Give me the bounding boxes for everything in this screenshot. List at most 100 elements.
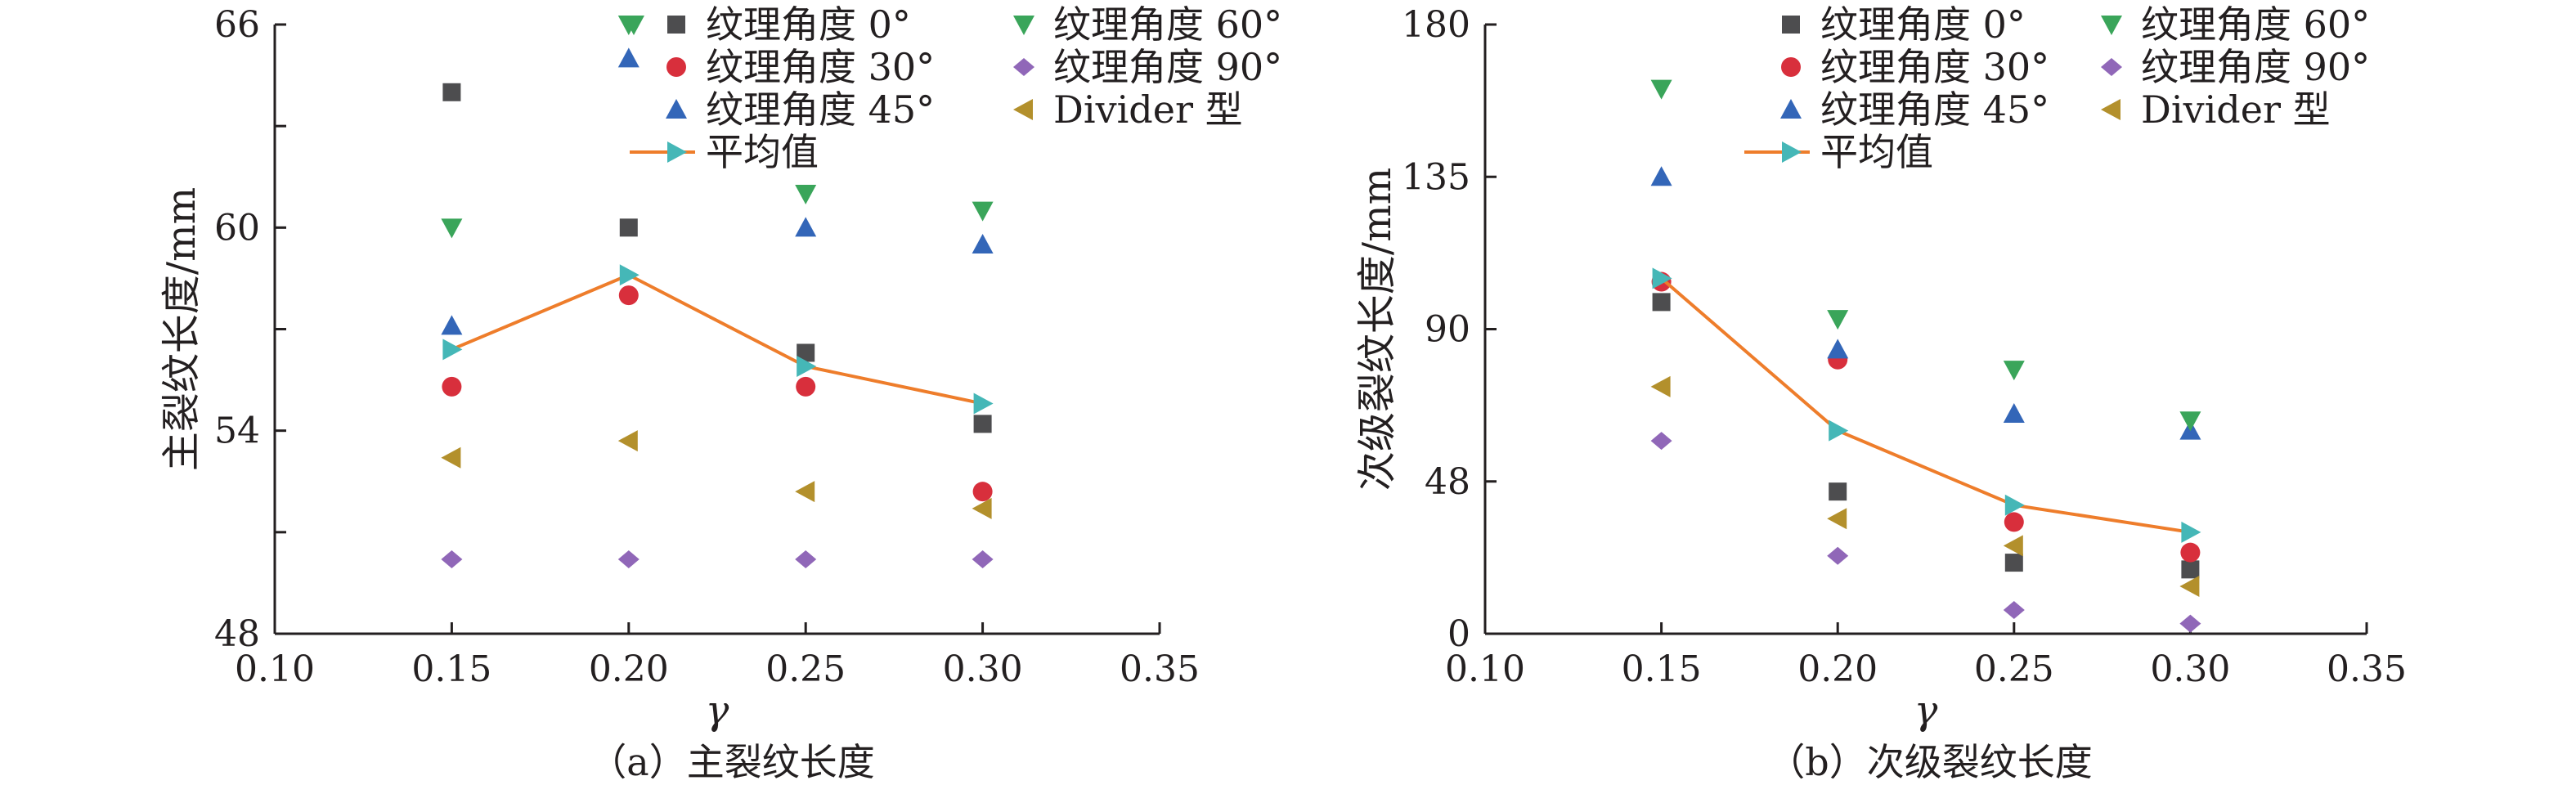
- data-point: [2179, 411, 2201, 432]
- data-point: [795, 550, 817, 568]
- data-point: [973, 415, 992, 433]
- data-point: [2004, 512, 2024, 532]
- data-point: [619, 218, 638, 237]
- y-tick-label: 66: [214, 4, 260, 46]
- legend-marker: [1013, 58, 1034, 76]
- series-2: [441, 47, 994, 335]
- data-point: [972, 497, 992, 519]
- data-point: [1829, 482, 1847, 501]
- x-tick-label: 0.25: [1974, 648, 2054, 690]
- series-4: [441, 550, 994, 568]
- legend-marker: [1013, 16, 1034, 35]
- data-point: [1650, 166, 1672, 186]
- data-point: [1650, 432, 1672, 451]
- legend-label: 平均值: [1820, 130, 1933, 174]
- legend-marker: [2101, 16, 2122, 35]
- legend-marker: [666, 57, 686, 77]
- data-point: [617, 550, 640, 568]
- data-point: [2180, 542, 2201, 563]
- data-point: [441, 446, 461, 469]
- data-point: [617, 47, 640, 68]
- data-point: [1827, 508, 1847, 530]
- series-3: [1650, 79, 2201, 432]
- data-point: [2179, 576, 2200, 598]
- legend-marker: [1782, 16, 1800, 34]
- data-point: [795, 217, 817, 237]
- y-tick-label: 54: [214, 410, 260, 452]
- legend-label: 纹理角度 90°: [1053, 45, 1282, 89]
- panel-caption: （a）主裂纹长度: [589, 740, 874, 784]
- x-tick-label: 0.30: [943, 648, 1023, 690]
- legend-marker: [667, 16, 685, 34]
- x-tick-label: 0.25: [765, 648, 846, 690]
- legend-label: 纹理角度 60°: [2141, 2, 2370, 47]
- legend-label: 纹理角度 60°: [1053, 2, 1282, 47]
- data-point: [797, 356, 817, 378]
- chart-panel-b: 0.10 0.15 0.20 0.25 0.30 0.35 0 48 90 135 180 次级裂纹长…: [1354, 2, 2407, 784]
- data-point: [795, 184, 817, 204]
- legend-stray-marker: [623, 16, 644, 35]
- legend-label: Divider 型: [2141, 87, 2331, 132]
- data-point: [1827, 546, 1849, 565]
- y-tick-label: 60: [214, 207, 260, 249]
- legend-marker: [667, 141, 687, 163]
- x-tick-label: 0.10: [235, 648, 315, 690]
- legend: 纹理角度 0°纹理角度 30°纹理角度 45° 纹理角度 60°纹理角度 90°D…: [623, 2, 1282, 174]
- x-tick-label: 0.15: [1622, 648, 1702, 690]
- data-point: [2003, 402, 2025, 423]
- y-tick-label: 90: [1425, 309, 1470, 351]
- y-axis-title: 次级裂纹长度/mm: [1354, 168, 1400, 491]
- x-tick-label: 0.35: [2327, 648, 2407, 690]
- series-1: [1651, 271, 2201, 563]
- x-tick-label: 0.30: [2150, 648, 2230, 690]
- data-point: [441, 315, 463, 335]
- data-point: [1652, 267, 1672, 289]
- data-point: [2004, 494, 2025, 516]
- legend-marker: [1782, 141, 1802, 163]
- data-point: [1827, 339, 1849, 359]
- series-6: [1652, 267, 2201, 543]
- data-point: [972, 482, 993, 502]
- data-point: [441, 218, 463, 239]
- series-1: [442, 285, 993, 502]
- data-point: [441, 550, 463, 568]
- data-point: [442, 376, 462, 397]
- legend-label: 纹理角度 45°: [1820, 87, 2049, 132]
- data-point: [2179, 614, 2201, 633]
- y-tick-label: 180: [1402, 4, 1470, 46]
- series-4: [1650, 432, 2201, 633]
- data-point: [972, 234, 994, 254]
- legend-label: 纹理角度 30°: [706, 45, 935, 89]
- data-point: [2003, 361, 2025, 381]
- x-tick-label: 0.20: [589, 648, 669, 690]
- data-point: [2181, 560, 2200, 579]
- legend-label: 纹理角度 45°: [706, 87, 935, 132]
- data-point: [795, 481, 815, 503]
- legend-marker: [1780, 99, 1802, 119]
- data-point: [2181, 521, 2201, 543]
- data-point: [973, 393, 994, 415]
- data-point: [2003, 601, 2025, 620]
- x-axis-title: γ: [1914, 688, 1938, 733]
- y-tick-label: 48: [1425, 461, 1470, 503]
- series-5: [1650, 375, 2200, 598]
- y-tick-label: 135: [1402, 156, 1470, 198]
- mean-line: [1660, 276, 2191, 534]
- legend-marker: [2101, 99, 2120, 120]
- series-0: [442, 83, 992, 433]
- series-0: [1652, 293, 2200, 579]
- legend-label: 纹理角度 90°: [2141, 45, 2370, 89]
- legend-marker: [666, 99, 687, 119]
- chart-panel-a: 0.10 0.15 0.20 0.25 0.30 0.35 48 54 60 66 主裂纹长度/mm…: [159, 2, 1282, 784]
- x-axis-title: γ: [706, 688, 729, 733]
- data-point: [618, 285, 639, 306]
- legend-label: 纹理角度 0°: [706, 2, 911, 47]
- series-2: [1650, 166, 2201, 440]
- data-point: [442, 339, 463, 361]
- series-5: [441, 430, 992, 519]
- mean-line: [451, 273, 984, 406]
- x-tick-label: 0.15: [411, 648, 491, 690]
- data-point: [972, 201, 994, 222]
- legend-marker: [2101, 58, 2122, 76]
- legend-marker: [1013, 99, 1033, 120]
